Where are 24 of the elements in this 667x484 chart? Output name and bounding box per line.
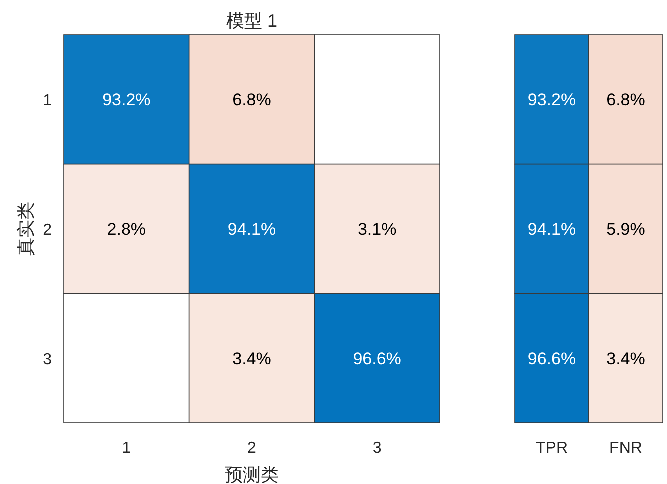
chart-title: 模型 1 bbox=[226, 11, 278, 31]
data-label: 94.1% bbox=[228, 220, 276, 239]
data-label: 3.4% bbox=[606, 349, 646, 368]
y-tick-label: 3 bbox=[43, 351, 52, 368]
y-tick-label: 2 bbox=[43, 222, 52, 239]
data-label: 2.8% bbox=[107, 220, 146, 239]
data-label: 3.1% bbox=[358, 220, 397, 239]
y-axis-title: 真实类 bbox=[16, 202, 36, 256]
x-tick-label: FNR bbox=[610, 440, 642, 457]
y-tick-label: 1 bbox=[43, 92, 52, 110]
x-tick-label: 3 bbox=[372, 440, 382, 457]
x-axis-title: 预测类 bbox=[225, 465, 279, 484]
data-label: 6.8% bbox=[232, 90, 272, 110]
data-label: 93.2% bbox=[528, 90, 576, 110]
data-label: 5.9% bbox=[606, 220, 646, 239]
data-label: 94.1% bbox=[528, 220, 576, 239]
data-label: 93.2% bbox=[102, 90, 151, 110]
data-label: 96.6% bbox=[353, 349, 402, 368]
x-tick-label: 1 bbox=[122, 440, 132, 457]
x-tick-label: TPR bbox=[536, 440, 568, 457]
x-tick-label: 2 bbox=[248, 440, 257, 457]
data-label: 3.4% bbox=[232, 349, 272, 368]
data-label: 6.8% bbox=[606, 90, 646, 110]
data-label: 96.6% bbox=[528, 349, 576, 368]
